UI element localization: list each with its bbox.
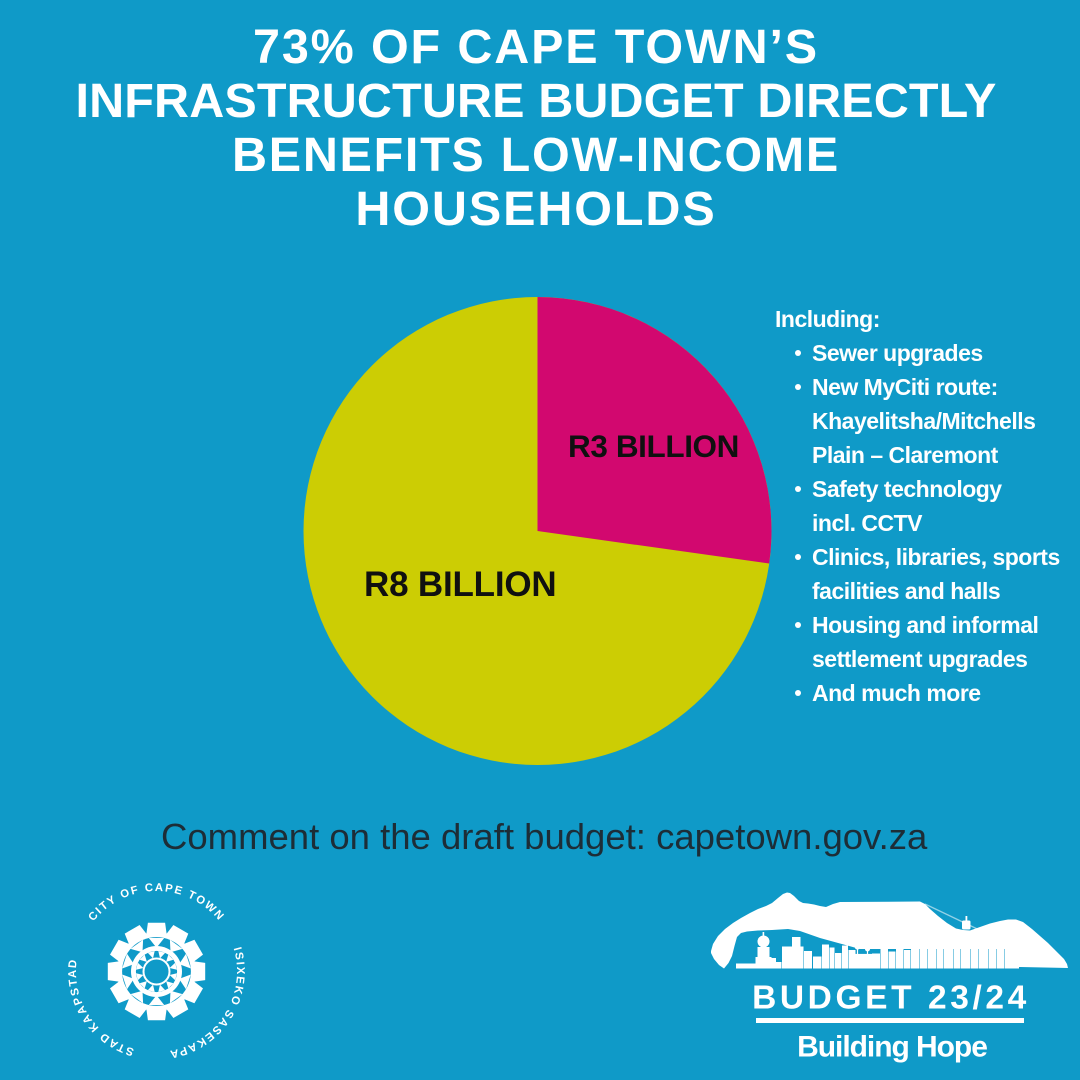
svg-text:BUDGET 23/24: BUDGET 23/24 xyxy=(752,980,1030,1017)
svg-text:Building Hope: Building Hope xyxy=(797,1031,987,1064)
svg-text:CITY OF CAPE TOWN: CITY OF CAPE TOWN xyxy=(86,882,226,924)
